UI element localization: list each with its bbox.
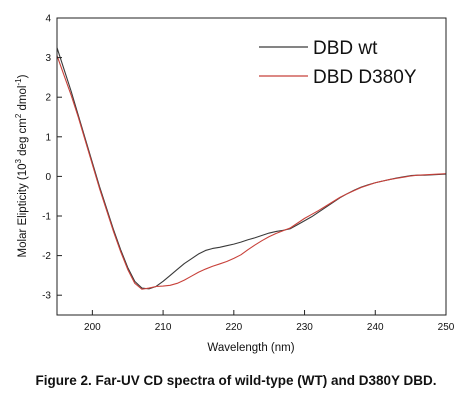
x-tick-label: 230 <box>296 322 313 333</box>
legend-label-d380y: DBD D380Y <box>313 67 417 88</box>
y-tick-label: 1 <box>45 132 51 143</box>
y-tick-label: -3 <box>42 291 51 302</box>
x-tick-label: 220 <box>225 322 242 333</box>
y-tick-label: 3 <box>45 53 51 64</box>
y-tick-label: -2 <box>42 251 51 262</box>
x-tick-label: 240 <box>367 322 384 333</box>
x-tick-label: 250 <box>438 322 455 333</box>
x-axis-label: Wavelength (nm) <box>207 342 294 354</box>
y-tick-label: 2 <box>45 93 51 104</box>
x-tick-label: 200 <box>84 322 101 333</box>
x-tick-label: 210 <box>155 322 172 333</box>
y-tick-label: 4 <box>45 14 51 25</box>
y-tick-label: -1 <box>42 212 51 223</box>
y-tick-label: 0 <box>45 172 51 183</box>
series-line-d380y <box>56 55 447 290</box>
legend: DBD wt DBD D380Y <box>259 38 417 88</box>
y-axis-label: Molar Elipticity (103 deg cm2 dmol-1) <box>14 74 29 257</box>
plot-frame <box>56 17 447 316</box>
figure-caption: Figure 2. Far-UV CD spectra of wild-type… <box>35 373 437 388</box>
legend-label-wt: DBD wt <box>313 38 378 59</box>
cd-spectra-chart: 200 210 220 230 240 250 -3 -2 -1 0 1 2 3 4 Wavelengt… <box>14 14 455 355</box>
